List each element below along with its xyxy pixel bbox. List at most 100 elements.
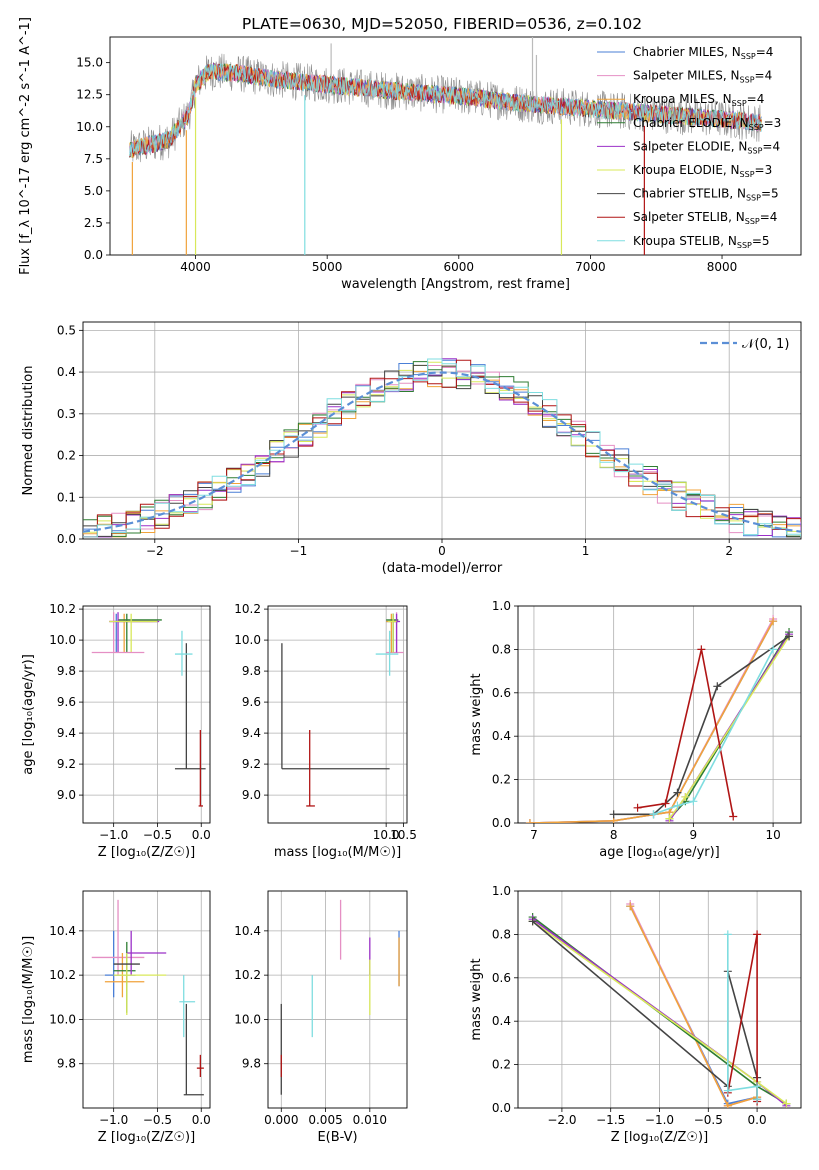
mass-weight-marker <box>665 814 674 823</box>
y-axis-label: Flux [f_λ 10^-17 erg cm^-2 s^-1 A^-1] <box>18 17 33 275</box>
mass-weight-line <box>653 649 774 816</box>
legend: Chabrier MILES, NSSP=4 Salpeter MILES, NS… <box>597 45 781 250</box>
x-tick-label: −1 <box>290 544 308 558</box>
mass-weight-marker <box>713 682 722 691</box>
histogram-series <box>83 361 801 538</box>
mass-weight-line <box>637 649 734 817</box>
x-tick-label: 1 <box>582 544 590 558</box>
panel-age_vs_Z: −1.0 −0.5 0.0 9.0 9.2 9.4 9.6 9.8 10.0 10.2 Z [log… <box>21 602 211 860</box>
plot-area <box>525 615 794 823</box>
model-spectrum <box>129 63 762 157</box>
x-axis-label: wavelength [Angstrom, rest frame] <box>341 277 570 292</box>
y-tick-label: 0.4 <box>492 1014 511 1028</box>
y-tick-label: 0.4 <box>492 729 511 743</box>
histogram-series <box>83 364 801 538</box>
y-tick-label: 10.4 <box>234 924 261 938</box>
y-tick-label: 0.5 <box>57 323 76 337</box>
y-tick-label: 0.6 <box>492 686 511 700</box>
mass-weight-marker <box>723 1101 732 1108</box>
y-tick-label: 0.0 <box>492 1101 511 1115</box>
legend-label: 𝒩(0, 1) <box>742 337 789 352</box>
y-tick-label: 10.2 <box>49 968 76 982</box>
mass-weight-marker <box>681 792 690 801</box>
x-tick-label: −0.5 <box>143 828 172 842</box>
mass-weight-marker <box>609 810 618 819</box>
x-tick-label: −0.5 <box>143 1113 172 1127</box>
x-tick-label: −0.5 <box>694 1113 723 1127</box>
y-tick-label: 5.0 <box>84 184 103 198</box>
legend-label: Salpeter STELIB, NSSP=4 <box>633 210 777 226</box>
y-tick-label: 10.0 <box>234 633 261 647</box>
panel-massweight_vs_Z: −2.0 −1.5 −1.0 −0.5 0.0 0.0 0.2 0.4 0.6 0.8 1.0 Z [… <box>469 884 802 1145</box>
y-axis-label: mass weight <box>469 958 484 1040</box>
x-axis-label: Z [log₁₀(Z/Z☉)] <box>98 845 195 860</box>
mass-weight-marker <box>782 1099 791 1108</box>
y-tick-label: 0.6 <box>492 971 511 985</box>
y-tick-label: 9.6 <box>242 695 261 709</box>
y-tick-label: 9.0 <box>57 788 76 802</box>
mass-weight-marker <box>729 812 738 821</box>
legend-label: Kroupa STELIB, NSSP=5 <box>633 234 770 250</box>
plot-area <box>280 899 400 1095</box>
panel-residuals: −2 −1 0 1 2 0.0 0.1 0.2 0.3 0.4 0.5 (data-model)/er… <box>21 321 802 576</box>
plot-area <box>83 358 801 538</box>
plot-area <box>91 899 204 1096</box>
axes-frame <box>82 321 802 540</box>
y-tick-label: 7.5 <box>84 152 103 166</box>
y-tick-label: 10.4 <box>49 924 76 938</box>
model-spectrum <box>129 63 762 157</box>
x-tick-label: 10.0 <box>373 828 400 842</box>
legend-label: Chabrier STELIB, NSSP=5 <box>633 187 779 203</box>
axes-frame <box>267 605 408 824</box>
mass-weight-marker <box>673 801 682 810</box>
y-tick-label: 0.2 <box>57 449 76 463</box>
legend-label: Chabrier MILES, NSSP=4 <box>633 45 773 61</box>
mass-weight-marker <box>753 1095 762 1104</box>
mass-weight-marker <box>697 645 706 654</box>
axes-frame <box>109 36 802 256</box>
axes-frame <box>517 890 802 1109</box>
x-tick-label: 2 <box>725 544 733 558</box>
y-tick-label: 9.8 <box>242 1057 261 1071</box>
y-tick-label: 9.8 <box>57 1057 76 1071</box>
legend-label: Kroupa ELODIE, NSSP=3 <box>633 163 772 179</box>
mass-weight-marker <box>649 810 658 819</box>
y-tick-label: 2.5 <box>84 216 103 230</box>
mass-weight-marker <box>626 902 635 911</box>
mass-weight-marker <box>753 930 762 939</box>
y-tick-label: 0.0 <box>57 532 76 546</box>
x-tick-label: 7 <box>530 828 538 842</box>
y-tick-label: 9.2 <box>242 757 261 771</box>
panel-mass_vs_Z: −1.0 −0.5 0.0 9.8 10.0 10.2 10.4 Z [log₁₀(Z/Z☉)… <box>21 890 211 1145</box>
y-tick-label: 10.0 <box>76 120 103 134</box>
mass-weight-marker <box>723 1086 732 1095</box>
histogram-series <box>83 359 801 538</box>
x-tick-label: 0.000 <box>264 1113 298 1127</box>
y-tick-label: 9.8 <box>242 664 261 678</box>
y-tick-label: 10.0 <box>234 1012 261 1026</box>
x-tick-label: 10.5 <box>390 828 417 842</box>
x-tick-label: 7000 <box>575 260 606 274</box>
x-axis-label: E(B-V) <box>317 1130 357 1145</box>
plot-area <box>528 900 791 1108</box>
axes-frame <box>82 890 211 1109</box>
x-tick-label: 8 <box>610 828 618 842</box>
x-tick-label: −2 <box>146 544 164 558</box>
mass-weight-marker <box>753 1082 762 1091</box>
mass-weight-marker <box>689 797 698 806</box>
x-tick-label: −1.0 <box>99 1113 128 1127</box>
y-axis-label: Normed distribution <box>21 366 36 496</box>
y-tick-label: 9.4 <box>57 726 76 740</box>
y-tick-label: 9.0 <box>242 788 261 802</box>
y-axis-label: mass weight <box>469 673 484 755</box>
mass-weight-marker <box>633 803 642 812</box>
y-tick-label: 12.5 <box>76 88 103 102</box>
y-tick-label: 10.0 <box>49 1012 76 1026</box>
y-tick-label: 0.2 <box>492 773 511 787</box>
mass-weight-marker <box>769 617 778 626</box>
y-axis-label: age [log₁₀(age/yr)] <box>21 654 36 775</box>
x-tick-label: 8000 <box>707 260 738 274</box>
y-tick-label: 0.4 <box>57 365 76 379</box>
y-tick-label: 0.8 <box>492 642 511 656</box>
x-tick-label: 0 <box>438 544 446 558</box>
